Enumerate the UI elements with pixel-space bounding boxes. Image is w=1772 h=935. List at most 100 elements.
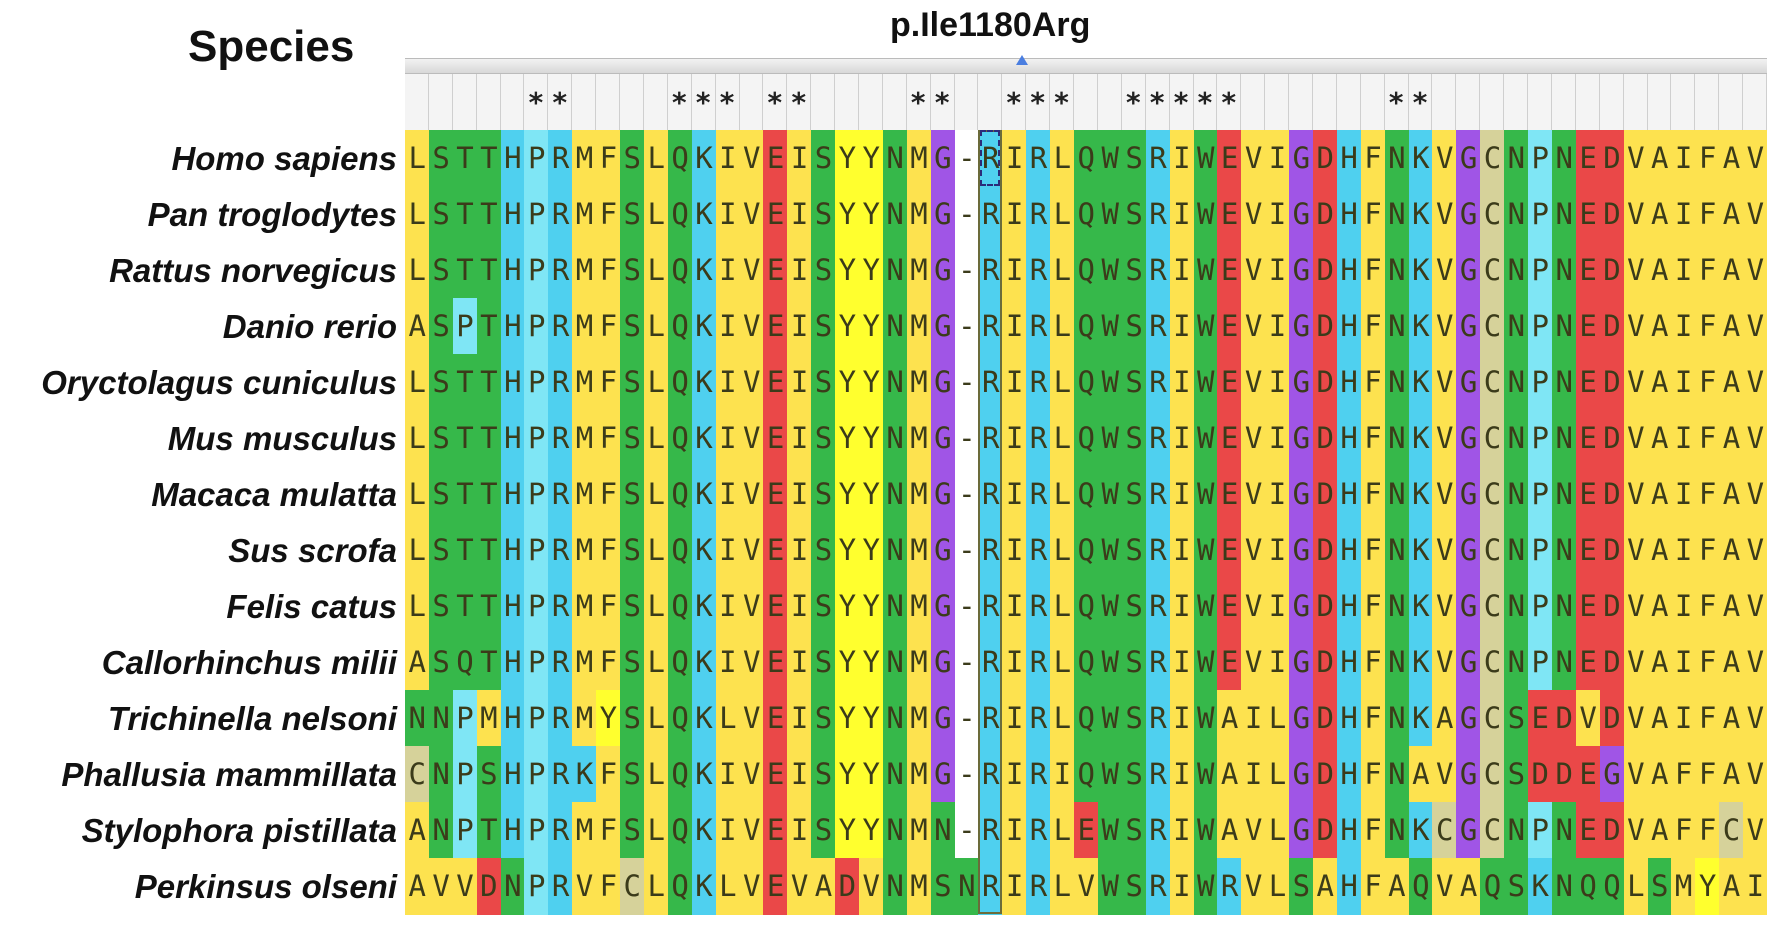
conservation-mark bbox=[1432, 74, 1457, 130]
residue-cell: P bbox=[452, 298, 478, 355]
residue-cell: L bbox=[643, 354, 669, 411]
residue-cell: W bbox=[1193, 578, 1218, 635]
residue-cell: E bbox=[763, 522, 788, 579]
residue-cell: W bbox=[1193, 522, 1218, 579]
residue-cell: S bbox=[1504, 746, 1529, 803]
residue-cell: G bbox=[1456, 522, 1481, 579]
residue-cell: I bbox=[715, 522, 741, 579]
residue-cell: - bbox=[954, 802, 980, 859]
residue-cell: I bbox=[1265, 410, 1290, 467]
residue-cell: G bbox=[1456, 298, 1481, 355]
residue-cell: N bbox=[882, 354, 908, 411]
residue-cell: F bbox=[596, 746, 621, 803]
residue-cell: E bbox=[1217, 410, 1242, 467]
residue-cell: G bbox=[1456, 466, 1481, 523]
residue-cell: P bbox=[452, 802, 478, 859]
position-ruler[interactable] bbox=[405, 58, 1767, 74]
residue-cell: E bbox=[1575, 802, 1601, 859]
residue-cell: S bbox=[620, 522, 645, 579]
residue-cell: L bbox=[643, 242, 669, 299]
species-name: Phallusia mammillata bbox=[61, 756, 397, 793]
residue-cell: L bbox=[643, 858, 669, 915]
residue-cell: F bbox=[1671, 802, 1696, 859]
residue-cell: L bbox=[643, 746, 669, 803]
residue-cell: N bbox=[1384, 466, 1410, 523]
residue-cell: A bbox=[1719, 746, 1744, 803]
residue-cell: Q bbox=[667, 690, 693, 747]
residue-cell: N bbox=[1504, 298, 1529, 355]
residue-cell: A bbox=[405, 802, 430, 859]
residue-cell: Q bbox=[1074, 690, 1099, 747]
residue-cell: L bbox=[405, 186, 430, 243]
residue-cell: E bbox=[763, 242, 788, 299]
residue-cell: - bbox=[954, 298, 980, 355]
residue-cell: F bbox=[1360, 578, 1386, 635]
residue-cell: I bbox=[1743, 858, 1767, 915]
residue-cell: R bbox=[548, 410, 573, 467]
residue-cell: F bbox=[1695, 802, 1720, 859]
residue-cell: - bbox=[954, 746, 980, 803]
residue-cell: V bbox=[1743, 690, 1767, 747]
residue-cell: A bbox=[1456, 858, 1481, 915]
residue-cell: E bbox=[1217, 634, 1242, 691]
residue-cell: A bbox=[1647, 130, 1672, 187]
residue-cell: Y bbox=[835, 242, 860, 299]
conservation-mark bbox=[1648, 74, 1672, 130]
residue-cell: Y bbox=[835, 746, 860, 803]
residue-cell: R bbox=[548, 466, 573, 523]
residue-cell: F bbox=[596, 858, 621, 915]
residue-cell: E bbox=[763, 298, 788, 355]
residue-cell: W bbox=[1193, 130, 1218, 187]
residue-cell: Q bbox=[667, 298, 693, 355]
residue-cell: T bbox=[452, 522, 478, 579]
conservation-mark bbox=[883, 74, 907, 130]
residue-cell: D bbox=[1599, 130, 1625, 187]
residue-cell: E bbox=[763, 186, 788, 243]
residue-cell: N bbox=[882, 186, 908, 243]
residue-cell: E bbox=[1217, 298, 1242, 355]
residue-cell: I bbox=[1002, 858, 1027, 915]
residue-cell: V bbox=[572, 858, 597, 915]
conservation-mark bbox=[978, 74, 1003, 130]
residue-cell: V bbox=[739, 690, 764, 747]
residue-cell: L bbox=[405, 466, 430, 523]
conservation-mark bbox=[1743, 74, 1767, 130]
residue-cell: G bbox=[1289, 522, 1314, 579]
residue-cell: G bbox=[1456, 634, 1481, 691]
residue-cell: M bbox=[906, 746, 932, 803]
residue-cell: Y bbox=[859, 130, 884, 187]
residue-cell: N bbox=[1384, 690, 1410, 747]
residue-cell: S bbox=[811, 690, 836, 747]
residue-cell: K bbox=[1408, 578, 1434, 635]
conservation-mark bbox=[1624, 74, 1648, 130]
residue-cell: Y bbox=[859, 578, 884, 635]
residue-cell: F bbox=[1695, 242, 1720, 299]
residue-cell: K bbox=[691, 578, 717, 635]
residue-cell: E bbox=[1575, 578, 1601, 635]
residue-cell: R bbox=[978, 354, 1003, 411]
residue-cell: L bbox=[1050, 522, 1075, 579]
residue-cell: I bbox=[1241, 690, 1266, 747]
residue-cell: I bbox=[1169, 354, 1195, 411]
residue-cell: Q bbox=[1074, 466, 1099, 523]
residue-cell: S bbox=[620, 802, 645, 859]
residue-cell: S bbox=[811, 522, 836, 579]
residue-cell: H bbox=[1336, 242, 1362, 299]
residue-cell: R bbox=[978, 186, 1003, 243]
residue-cell: V bbox=[1623, 634, 1649, 691]
residue-cell: P bbox=[1528, 634, 1553, 691]
residue-cell: G bbox=[1599, 746, 1625, 803]
residue-cell: V bbox=[1432, 410, 1457, 467]
residue-cell: N bbox=[500, 858, 526, 915]
residue-cell: D bbox=[1599, 802, 1625, 859]
residue-cell: L bbox=[643, 690, 669, 747]
residue-cell: S bbox=[1121, 578, 1147, 635]
residue-cell: V bbox=[1623, 802, 1649, 859]
residue-cell: G bbox=[930, 578, 956, 635]
residue-cell: I bbox=[715, 186, 741, 243]
residue-cell: V bbox=[739, 522, 764, 579]
residue-cell: A bbox=[1313, 858, 1338, 915]
residue-cell: Q bbox=[1074, 186, 1099, 243]
residue-cell: S bbox=[428, 410, 454, 467]
